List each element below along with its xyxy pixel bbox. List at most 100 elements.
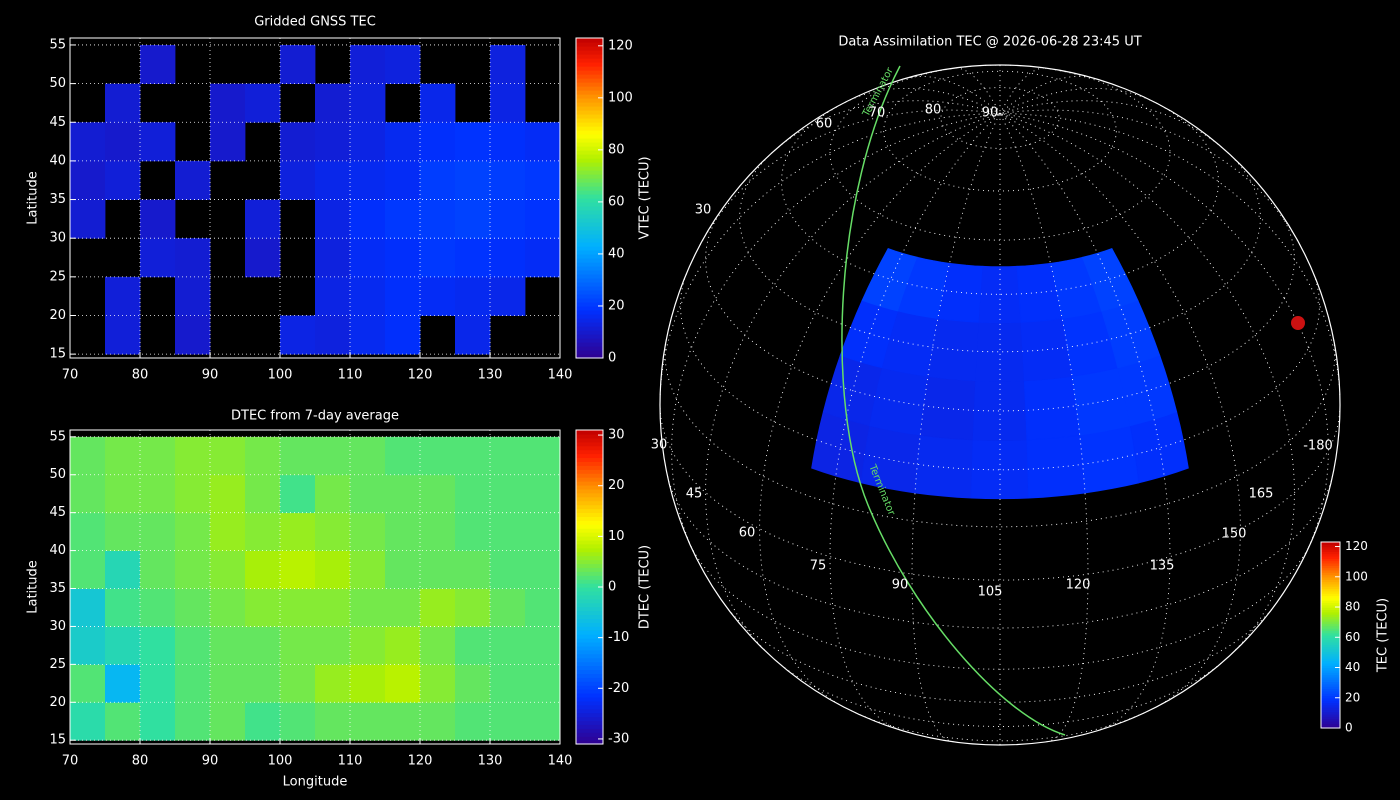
colorbar-swatch — [1321, 714, 1340, 717]
heat-cell — [420, 83, 456, 123]
colorbar-swatch — [1321, 553, 1340, 557]
colorbar-swatch — [576, 563, 603, 568]
heat-cell — [210, 588, 246, 627]
subsolar-point — [1291, 316, 1305, 330]
y-tick-label: 25 — [49, 269, 66, 284]
colorbar-swatch — [576, 508, 603, 514]
y-tick-label: 45 — [49, 115, 66, 130]
heat-cell — [385, 315, 421, 355]
colorbar-swatch — [576, 590, 603, 596]
colorbar-swatch — [576, 78, 603, 83]
tec-cell — [914, 434, 974, 499]
heat-cell — [350, 44, 386, 85]
colorbar-swatch — [576, 516, 603, 521]
colorbar-tick-label: 60 — [608, 194, 625, 209]
colorbar-swatch — [1321, 590, 1340, 594]
colorbar-swatch — [1321, 558, 1340, 562]
colorbar-swatch — [1321, 567, 1340, 571]
colorbar-swatch — [576, 571, 603, 576]
heat-cell — [140, 550, 176, 589]
colorbar-swatch — [576, 441, 603, 447]
colorbar-swatch — [576, 214, 603, 219]
colorbar-swatch — [576, 162, 603, 167]
colorbar-tick-label: -10 — [608, 630, 629, 645]
colorbar-swatch — [1321, 667, 1340, 671]
y-axis-label: Latitude — [26, 560, 41, 614]
lon-label: 135 — [1150, 559, 1175, 574]
x-tick-label: 100 — [268, 754, 293, 769]
colorbar-swatch — [576, 346, 603, 351]
y-tick-label: 25 — [49, 657, 66, 672]
heat-cell — [175, 160, 211, 200]
colorbar-swatch — [1321, 576, 1340, 580]
colorbar-swatch — [1321, 595, 1340, 599]
heat-cell — [280, 44, 316, 85]
heat-cell — [280, 664, 316, 703]
graticule — [781, 101, 1219, 295]
colorbar-swatch — [576, 630, 603, 635]
heat-cell — [455, 199, 491, 239]
colorbar-swatch — [576, 732, 603, 737]
heat-cell — [280, 702, 316, 741]
colorbar-swatch — [576, 720, 603, 725]
colorbar-swatch — [576, 606, 603, 612]
colorbar-tick-label: 0 — [608, 580, 616, 595]
heat-cell — [385, 276, 421, 316]
colorbar-swatch — [576, 649, 603, 655]
colorbar-swatch — [1321, 616, 1340, 620]
colorbar-swatch — [576, 461, 603, 466]
heat-cell — [455, 238, 491, 278]
colorbar-swatch — [1321, 581, 1340, 585]
heat-cell — [455, 550, 491, 589]
colorbar-tick-label: 60 — [1345, 630, 1360, 644]
colorbar-swatch — [1321, 672, 1340, 676]
heat-cell — [455, 436, 491, 476]
colorbar-swatch — [1321, 623, 1340, 627]
x-tick-label: 100 — [268, 368, 293, 383]
heat-cell — [210, 512, 246, 551]
colorbar-swatch — [576, 274, 603, 279]
colorbar-swatch — [1321, 690, 1340, 694]
graticule — [999, 100, 1226, 151]
heat-cell — [175, 276, 211, 316]
colorbar-swatch — [576, 626, 603, 631]
colorbar-swatch — [576, 602, 603, 608]
heat-cell — [280, 315, 316, 355]
colorbar-swatch — [576, 242, 603, 247]
colorbar-swatch — [1321, 644, 1340, 648]
colorbar-swatch — [576, 641, 603, 647]
heat-cell — [315, 315, 351, 355]
colorbar-swatch — [576, 154, 603, 159]
colorbar-swatch — [576, 473, 603, 478]
colorbar-swatch — [576, 278, 603, 283]
colorbar-swatch — [1321, 579, 1340, 583]
x-tick-label: 70 — [62, 368, 79, 383]
heat-cell — [315, 550, 351, 589]
colorbar-swatch — [1321, 721, 1340, 724]
colorbar-swatch — [1321, 660, 1340, 664]
colorbar-swatch — [576, 294, 603, 299]
heat-cell — [315, 702, 351, 741]
colorbar-swatch — [1321, 681, 1340, 685]
globe-outline — [659, 64, 1341, 746]
heat-cell — [455, 702, 491, 741]
colorbar-swatch — [1321, 674, 1340, 678]
heat-cell — [315, 512, 351, 551]
heat-cell — [490, 276, 526, 316]
graticule — [955, 67, 1001, 114]
lon-label: 30 — [651, 438, 668, 453]
graticule — [999, 113, 1329, 557]
heat-cell — [350, 474, 386, 514]
colorbar-tick-label: 40 — [608, 246, 625, 261]
heat-cell — [105, 83, 141, 123]
tec-cell — [1023, 375, 1081, 441]
colorbar-tick-label: 80 — [608, 142, 625, 157]
heat-cell — [385, 160, 421, 200]
heat-cell — [105, 474, 141, 514]
colorbar-swatch — [576, 250, 603, 255]
colorbar-swatch — [576, 314, 603, 319]
colorbar-swatch — [576, 528, 603, 533]
colorbar-tick-label: 100 — [608, 90, 633, 105]
colorbar-tick-label: 40 — [1345, 660, 1360, 674]
